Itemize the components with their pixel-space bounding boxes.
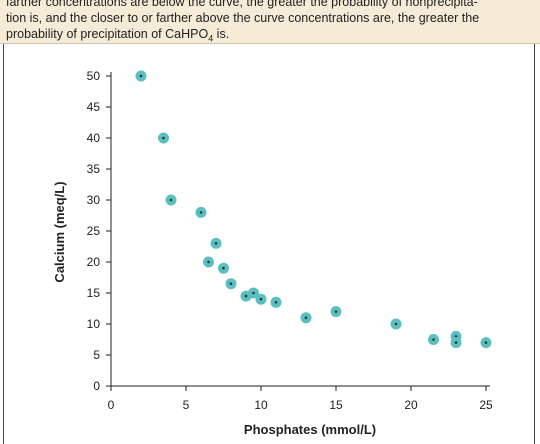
data-point xyxy=(135,70,147,82)
data-point xyxy=(165,194,177,206)
caption-line-2-end: is. xyxy=(213,27,230,41)
data-point-center xyxy=(214,242,218,245)
data-point-center xyxy=(222,266,225,270)
data-point xyxy=(225,278,237,290)
y-tick-label: 30 xyxy=(87,193,101,207)
data-point xyxy=(210,237,222,249)
data-point-center xyxy=(244,294,248,298)
data-point-center xyxy=(207,260,210,264)
data-point xyxy=(480,337,492,349)
data-point xyxy=(300,312,312,324)
data-point xyxy=(195,206,207,218)
x-axis-label: Phosphates (mmol/L) xyxy=(244,422,376,437)
y-tick-label: 0 xyxy=(93,379,100,393)
y-tick-label: 45 xyxy=(87,100,101,114)
caption-line-2: probability of precipitation of CaHPO4 i… xyxy=(6,26,534,47)
data-point xyxy=(203,256,214,268)
data-point-center xyxy=(229,282,233,286)
data-point-center xyxy=(334,310,338,313)
y-tick-label: 20 xyxy=(87,255,101,269)
data-point-center xyxy=(484,341,488,344)
x-tick-label: 10 xyxy=(254,398,268,412)
chart-points xyxy=(135,70,492,349)
x-tick-label: 0 xyxy=(108,398,115,412)
x-tick-label: 25 xyxy=(479,398,493,412)
y-axis-label: Calcium (meq/L) xyxy=(52,181,67,282)
caption-subscript: 4 xyxy=(208,33,214,44)
data-point xyxy=(218,262,229,274)
chart-axes: 0 5 10 15 20 25 30 35 40 45 50 0 5 10 15 20 25 xyxy=(87,69,493,412)
y-tick-label: 50 xyxy=(87,69,101,83)
data-point xyxy=(450,337,462,349)
data-point xyxy=(428,334,439,345)
data-point-center xyxy=(169,198,173,202)
data-point xyxy=(248,287,259,299)
caption-line-1: tion is, and the closer to or farther ab… xyxy=(6,11,480,25)
y-tick-label: 5 xyxy=(93,348,100,362)
data-point xyxy=(255,293,267,305)
caption-line-0: farther concentrations are below the cur… xyxy=(6,0,478,9)
y-tick-label: 35 xyxy=(87,162,101,176)
data-point-center xyxy=(304,316,308,320)
y-tick-label: 10 xyxy=(87,317,101,331)
caption-line-2-text: probability of precipitation of CaHPO xyxy=(6,27,209,41)
data-point-center xyxy=(432,338,435,341)
x-tick-label: 15 xyxy=(329,398,343,412)
y-tick-label: 25 xyxy=(87,224,101,238)
data-point-center xyxy=(162,136,165,140)
figure-frame xyxy=(3,44,535,444)
data-point-center xyxy=(199,211,203,214)
y-tick-label: 40 xyxy=(87,131,101,145)
data-point-center xyxy=(394,322,398,326)
data-point xyxy=(270,296,282,308)
figure-caption: farther concentrations are below the cur… xyxy=(0,0,540,44)
data-point-center xyxy=(274,301,278,304)
data-point xyxy=(390,318,402,330)
data-point-center xyxy=(139,74,143,78)
data-point xyxy=(330,306,342,318)
data-point-center xyxy=(259,297,263,301)
data-point-center xyxy=(454,341,458,344)
data-point xyxy=(158,132,169,144)
data-point-center xyxy=(454,335,458,338)
data-point-center xyxy=(252,291,255,295)
x-tick-label: 20 xyxy=(404,398,418,412)
x-tick-label: 5 xyxy=(183,398,190,412)
y-tick-label: 15 xyxy=(87,286,101,300)
